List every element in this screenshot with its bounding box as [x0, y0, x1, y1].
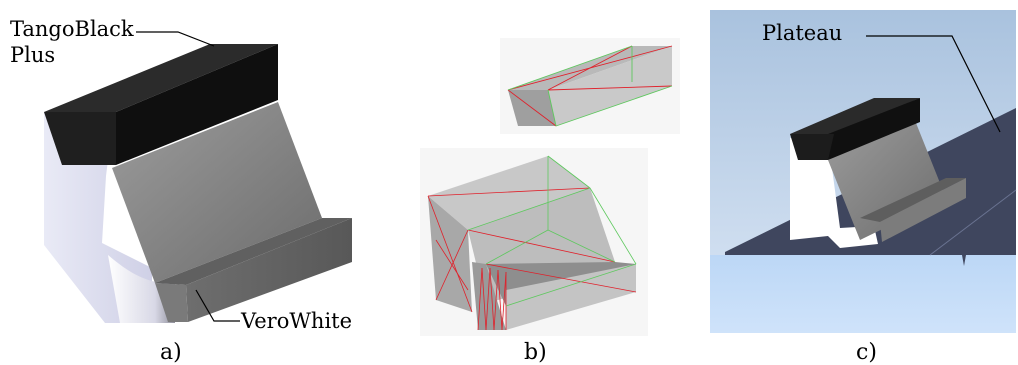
grey-step-top [155, 218, 352, 285]
panel-b-caption: b) [524, 340, 547, 365]
tango-black-label-line2: Plus [10, 43, 55, 67]
grey-front-face [112, 102, 322, 283]
tango-black-front [116, 44, 278, 165]
grey-step-under [155, 283, 188, 322]
tango-black-left [44, 112, 116, 165]
mesh-view-top [507, 45, 673, 127]
panel-c-caption: c) [856, 340, 877, 365]
part-grey-step-front [880, 178, 966, 242]
part-black-left [790, 134, 834, 160]
plateau-label: Plateau [762, 21, 842, 45]
tango-black-leader [136, 31, 215, 47]
part-white-base [790, 138, 878, 248]
tango-black-label-line1: TangoBlack [10, 17, 134, 41]
part-black-front [828, 98, 920, 160]
floor [710, 255, 1016, 333]
panel-b: b) [420, 38, 680, 365]
panel-a: TangoBlack Plus VeroWhite a) [10, 17, 352, 365]
panel-c: Plateau c) [710, 10, 1017, 365]
grey-step-front [186, 218, 352, 322]
part-grey-step [860, 178, 966, 222]
mesh-view-bottom [427, 155, 637, 331]
vero-white-heel [108, 255, 175, 323]
plateau-leader [866, 35, 1001, 133]
vero-white-leader [195, 289, 240, 322]
part-black-top [790, 98, 920, 134]
tango-black-top [44, 44, 278, 112]
panel-a-caption: a) [160, 340, 182, 365]
vero-white-label: VeroWhite [240, 309, 352, 333]
